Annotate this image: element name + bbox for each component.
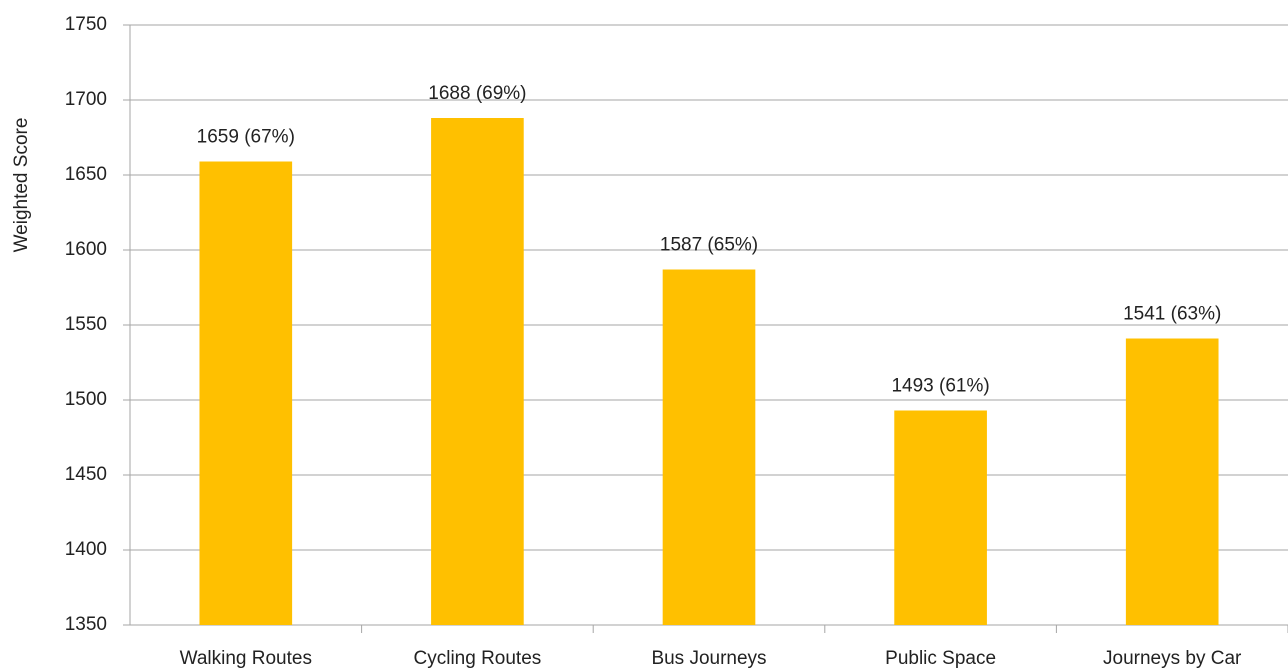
y-tick-label: 1400: [65, 539, 107, 560]
y-tick-label: 1550: [65, 314, 107, 335]
bar: [199, 161, 293, 625]
y-axis-label: Weighted Score: [11, 118, 32, 253]
y-tick-label: 1700: [65, 89, 107, 110]
bar: [431, 118, 524, 625]
x-tick-label: Cycling Routes: [414, 648, 542, 669]
bar: [894, 410, 987, 625]
y-tick-label: 1450: [65, 464, 107, 485]
data-label: 1659 (67%): [197, 127, 295, 148]
y-tick-label: 1650: [65, 164, 107, 185]
x-tick-label: Journeys by Car: [1103, 648, 1242, 669]
bar: [1125, 338, 1219, 625]
data-label: 1587 (65%): [660, 235, 758, 256]
data-label: 1541 (63%): [1123, 304, 1221, 325]
x-tick-label: Walking Routes: [180, 648, 312, 669]
x-tick-label: Bus Journeys: [651, 648, 766, 669]
y-tick-label: 1500: [65, 389, 107, 410]
x-tick-label: Public Space: [885, 648, 996, 669]
data-label: 1493 (61%): [891, 376, 989, 397]
data-label: 1688 (69%): [428, 83, 526, 104]
bar: [662, 269, 756, 625]
y-tick-label: 1600: [65, 239, 107, 260]
y-tick-label: 1750: [65, 14, 107, 35]
y-tick-label: 1350: [65, 614, 107, 635]
